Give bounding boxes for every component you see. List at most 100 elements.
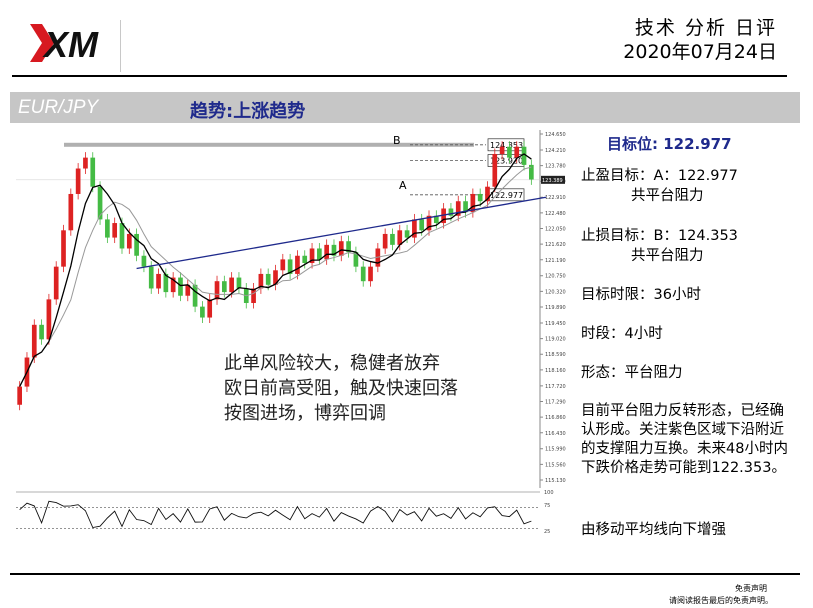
level-point-label: A [399, 179, 407, 192]
candle-body [236, 277, 242, 289]
candle-body [287, 259, 293, 274]
disclaimer-title: 免责声明 [735, 584, 767, 593]
candle-body [317, 248, 322, 260]
candle-body [324, 244, 330, 260]
current-price-label: 123.389 [542, 178, 563, 184]
candle-body [302, 255, 308, 264]
candle-body [499, 146, 505, 154]
logo-text: XM [42, 24, 99, 65]
y-tick-label: 115.990 [545, 447, 566, 453]
candle-body [477, 193, 483, 202]
candle-body [68, 193, 74, 231]
period: 时段：4小时 [581, 326, 663, 342]
candle-body [331, 244, 337, 256]
candle-body [39, 324, 44, 340]
candle-body [112, 223, 118, 238]
rsi-tick-label: 75 [544, 503, 550, 509]
ma-note: 由移动平均线向下增强 [581, 522, 726, 538]
y-tick-label: 119.890 [545, 305, 566, 311]
candle-body [221, 281, 227, 293]
moving-average-slow [19, 166, 532, 387]
candle-body [295, 255, 300, 274]
candle-body [463, 201, 468, 213]
y-tick-label: 117.720 [545, 384, 566, 390]
candle-body [258, 273, 264, 289]
header-rule [12, 75, 787, 77]
time-limit: 目标时限：36小时 [581, 287, 701, 303]
candle-body [17, 386, 22, 405]
candle-body [455, 201, 461, 216]
candle-body [470, 193, 476, 213]
candle-body [390, 233, 395, 245]
currency-pair: EUR/JPY [18, 97, 99, 118]
rsi-tick-label: 25 [544, 529, 550, 535]
candle-body [441, 208, 446, 224]
y-tick-label: 122.910 [545, 195, 566, 201]
candle-body [251, 288, 256, 304]
candle-body [338, 241, 344, 256]
candle-body [53, 266, 59, 300]
candle-body [346, 241, 351, 253]
candle-body [433, 215, 439, 224]
xm-logo: XM [30, 24, 99, 65]
take-profit-label: 止盈目标：A：122.977 [581, 168, 738, 184]
y-tick-label: 118.590 [545, 352, 566, 358]
y-tick-label: 116.430 [545, 431, 566, 437]
analysis-text: 目前平台阻力反转形态，已经确认形成。关注紫色区域下沿附近的支撑阻力互换。未来48… [581, 403, 788, 476]
chart-annotation: 此单风险较大，稳健者放弃 欧日前高受阻，触及快速回落 按图进场，博弈回调 [224, 351, 458, 426]
current-price-marker [541, 175, 565, 184]
candle-body [404, 230, 410, 238]
y-tick-label: 122.480 [545, 211, 566, 217]
y-tick-label: 121.620 [545, 242, 566, 248]
y-tick-label: 124.210 [545, 148, 566, 154]
take-profit-desc: 共平台阻力 [631, 188, 704, 204]
candle-body [229, 277, 234, 293]
support-trendline [136, 196, 547, 270]
candle-body [514, 146, 520, 158]
rsi-line [19, 500, 532, 529]
y-tick-label: 122.050 [545, 226, 566, 232]
stop-loss-label: 止损目标：B：124.353 [581, 228, 738, 244]
candle-body [105, 219, 110, 238]
candle-body [148, 266, 154, 289]
title-band [10, 92, 800, 123]
annotation-line-1: 此单风险较大，稳健者放弃 [224, 353, 440, 374]
candle-body [200, 306, 205, 318]
y-tick-label: 115.130 [545, 478, 566, 484]
candle-body [397, 230, 403, 245]
level-label: 123.920 [490, 157, 523, 166]
logo-divider [120, 20, 121, 72]
candle-body [426, 215, 432, 231]
candle-body [119, 223, 125, 249]
candle-body [31, 324, 37, 358]
candle-body [90, 157, 96, 187]
candle-body [309, 248, 315, 264]
pattern: 形态：平台阻力 [581, 365, 683, 381]
annotation-line-3: 按图进场，博弈回调 [224, 403, 386, 424]
resistance-band [64, 142, 474, 147]
candle-body [192, 284, 198, 307]
candle-body [170, 277, 176, 293]
level-label: 124.353 [490, 141, 523, 150]
disclaimer-text: 请阅读报告最后的免责声明。 [669, 596, 773, 605]
level-point-label: B [393, 134, 401, 147]
y-tick-label: 120.750 [545, 274, 566, 280]
annotation-line-2: 欧日前高受阻，触及快速回落 [224, 378, 458, 399]
candle-body [126, 233, 132, 249]
candle-body [273, 270, 278, 285]
candle-body [75, 168, 81, 194]
candle-body [382, 233, 388, 249]
candle-body [529, 164, 534, 180]
footer-rule [10, 573, 800, 575]
candle-body [97, 186, 103, 220]
candle-body [214, 281, 220, 300]
candle-body [280, 259, 286, 271]
candle-body [178, 277, 183, 296]
stop-loss: 止损目标：B：124.353 共平台阻力 [581, 226, 738, 266]
candle-body [207, 299, 213, 318]
y-tick-label: 116.860 [545, 415, 566, 421]
candle-body [156, 273, 161, 289]
candle-body [521, 146, 527, 165]
y-tick-label: 115.560 [545, 462, 566, 468]
candle-body [360, 266, 366, 282]
